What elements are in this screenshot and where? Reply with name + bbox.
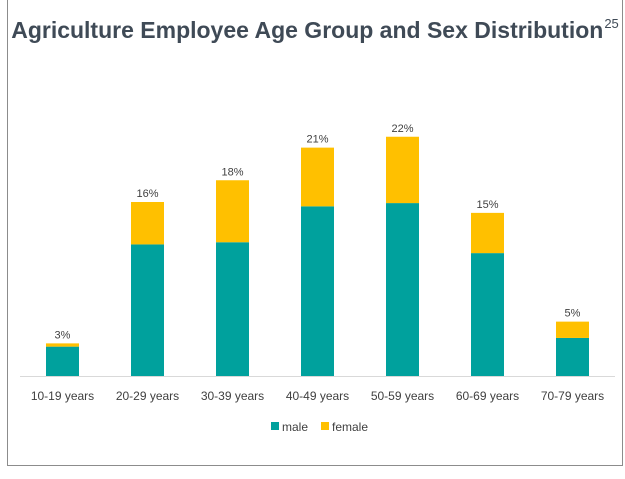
- bar-male-4: [386, 203, 419, 376]
- x-tick-label: 50-59 years: [371, 389, 434, 403]
- bar-female-0: [46, 343, 79, 347]
- legend-label-male: male: [282, 420, 308, 434]
- total-label: 16%: [136, 188, 158, 200]
- x-tick-label: 40-49 years: [286, 389, 349, 403]
- total-label: 21%: [306, 134, 328, 146]
- bar-female-4: [386, 136, 419, 204]
- legend-swatch-male: [271, 422, 279, 430]
- x-tick-label: 10-19 years: [31, 389, 94, 403]
- bar-male-2: [216, 242, 249, 376]
- legend-label-female: female: [332, 420, 368, 434]
- bar-female-2: [216, 180, 249, 243]
- legend-swatch-female: [321, 422, 329, 430]
- chart-title-text: Agriculture Employee Age Group and Sex D…: [11, 17, 604, 43]
- total-label: 22%: [391, 123, 413, 135]
- total-label: 15%: [476, 199, 498, 211]
- data-labels-group: 3% 16% 18% 21% 22% 15% 5%: [55, 123, 581, 342]
- bar-female-3: [301, 147, 334, 207]
- total-label: 5%: [565, 308, 581, 320]
- bar-male-5: [471, 253, 504, 376]
- x-tick-label: 60-69 years: [456, 389, 519, 403]
- x-tick-label: 20-29 years: [116, 389, 179, 403]
- chart-title: Agriculture Employee Age Group and Sex D…: [7, 8, 623, 46]
- title-footnote: 25: [604, 16, 619, 31]
- x-tick-labels-group: 10-19 years 20-29 years 30-39 years 40-49 y…: [31, 389, 604, 403]
- bar-female-5: [471, 212, 504, 254]
- bar-female-1: [131, 202, 164, 245]
- bar-male-6: [556, 337, 589, 376]
- bar-male-1: [131, 244, 164, 376]
- bar-female-6: [556, 321, 589, 338]
- bar-male-0: [46, 346, 79, 376]
- chart-frame: [7, 0, 623, 466]
- bars-group: [46, 136, 589, 376]
- legend: male female: [271, 420, 368, 434]
- total-label: 18%: [221, 166, 243, 178]
- total-label: 3%: [55, 329, 71, 341]
- x-tick-label: 70-79 years: [541, 389, 604, 403]
- bar-male-3: [301, 206, 334, 376]
- x-tick-label: 30-39 years: [201, 389, 264, 403]
